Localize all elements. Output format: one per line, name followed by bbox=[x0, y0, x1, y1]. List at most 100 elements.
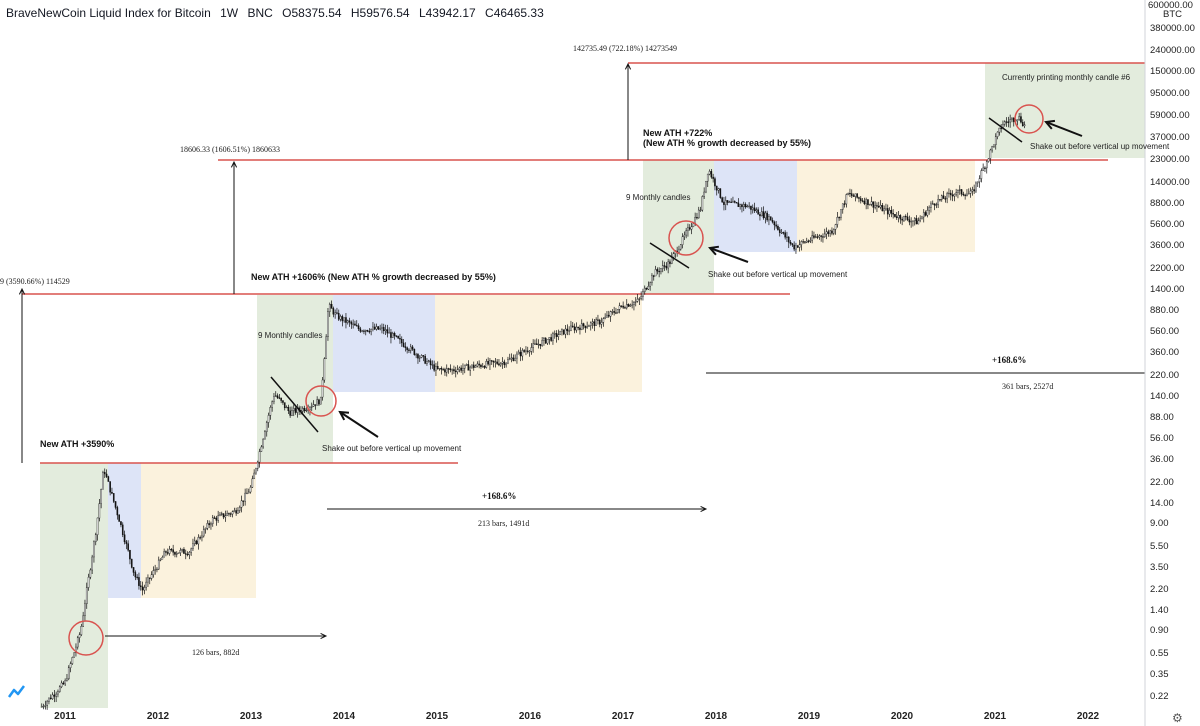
candle-body bbox=[147, 577, 149, 583]
currency-label: BTC bbox=[1163, 9, 1182, 20]
candle-body bbox=[651, 275, 653, 283]
candle-body bbox=[363, 330, 365, 332]
candle-body bbox=[789, 241, 792, 244]
candle-body bbox=[264, 431, 266, 440]
chart-interval[interactable]: 1W bbox=[220, 6, 239, 20]
candle-body bbox=[413, 348, 416, 355]
candle-body bbox=[773, 221, 776, 226]
candle-body bbox=[375, 326, 378, 330]
candle-body bbox=[400, 339, 403, 344]
candle-body bbox=[438, 368, 441, 370]
highlight-zones bbox=[40, 63, 1145, 708]
candle-body bbox=[366, 330, 369, 332]
candle-body bbox=[813, 235, 815, 238]
candle-body bbox=[364, 330, 367, 332]
candle-body bbox=[958, 189, 961, 191]
candle-body bbox=[210, 523, 212, 526]
candle-body bbox=[957, 190, 959, 193]
candle-body bbox=[505, 362, 507, 366]
candle-body bbox=[658, 270, 660, 273]
annotation-marks bbox=[18, 62, 1145, 656]
candle-body bbox=[710, 171, 713, 178]
range2-label: 213 bars, 1491d bbox=[478, 519, 530, 528]
candle-body bbox=[901, 218, 903, 221]
candle-body bbox=[732, 201, 734, 203]
ohlc-low: L43942.17 bbox=[418, 6, 476, 20]
candle-body bbox=[273, 396, 275, 402]
candle-body bbox=[249, 486, 252, 493]
candle-body bbox=[436, 366, 439, 369]
candle-body bbox=[309, 407, 311, 410]
candle-body bbox=[310, 406, 313, 408]
candle-body bbox=[269, 407, 272, 416]
candle-body bbox=[215, 517, 218, 521]
candle-body bbox=[528, 351, 531, 353]
candle-body bbox=[84, 603, 86, 617]
candle-body bbox=[874, 205, 876, 208]
candle-body bbox=[973, 189, 975, 192]
candle-body bbox=[618, 305, 621, 310]
candle-body bbox=[442, 369, 444, 371]
settings-gear-icon[interactable]: ⚙ bbox=[1172, 711, 1183, 725]
candle-body bbox=[168, 548, 171, 554]
y-tick-label: 3600.00 bbox=[1150, 239, 1185, 251]
candle-body bbox=[359, 328, 362, 332]
candle-body bbox=[141, 586, 144, 591]
candle-body bbox=[922, 212, 925, 218]
candle-body bbox=[156, 568, 158, 571]
candle-body bbox=[170, 548, 173, 551]
candle-body bbox=[274, 395, 277, 397]
candle-body bbox=[150, 574, 153, 579]
y-tick-label: 95000.00 bbox=[1150, 87, 1190, 99]
candle-body bbox=[474, 365, 477, 368]
tradingview-logo-icon[interactable] bbox=[7, 683, 27, 699]
candle-body bbox=[301, 407, 304, 412]
candle-body bbox=[877, 206, 880, 208]
candle-body bbox=[678, 248, 680, 253]
candle-body bbox=[330, 304, 333, 309]
candle-body bbox=[643, 287, 646, 292]
candle-body bbox=[183, 548, 185, 554]
x-tick-label: 2016 bbox=[518, 711, 542, 722]
candle-body bbox=[422, 355, 425, 357]
candle-body bbox=[865, 199, 867, 204]
candle-body bbox=[960, 189, 963, 195]
candle-body bbox=[613, 311, 615, 313]
candle-body bbox=[386, 329, 389, 334]
candle-body bbox=[255, 468, 257, 474]
candle-body bbox=[685, 230, 687, 236]
candle-body bbox=[98, 503, 101, 519]
candle-body bbox=[508, 358, 511, 360]
candle-body bbox=[975, 182, 977, 192]
candle-body bbox=[753, 207, 756, 212]
candle-body bbox=[282, 400, 284, 403]
candle-body bbox=[426, 361, 428, 364]
y-tick-label: 8800.00 bbox=[1150, 198, 1185, 210]
candle-body bbox=[807, 240, 810, 242]
candle-body bbox=[312, 404, 315, 407]
candle-body bbox=[390, 332, 392, 338]
y-tick-label: 1400.00 bbox=[1150, 283, 1185, 295]
candle-body bbox=[849, 192, 851, 195]
highlight-zone bbox=[985, 63, 1145, 158]
candle-body bbox=[760, 211, 763, 217]
candle-body bbox=[764, 212, 767, 219]
candle-body bbox=[910, 220, 912, 223]
candle-body bbox=[445, 368, 448, 373]
candle-body bbox=[863, 200, 866, 204]
y-tick-label: 380000.00 bbox=[1150, 23, 1195, 35]
candle-body bbox=[355, 325, 358, 327]
highlight-zone bbox=[108, 463, 141, 598]
candle-body bbox=[138, 577, 140, 586]
candle-body bbox=[487, 361, 489, 365]
candle-body bbox=[744, 204, 747, 208]
candle-body bbox=[654, 269, 657, 277]
candle-body bbox=[768, 216, 770, 221]
candle-body bbox=[103, 472, 106, 475]
x-tick-label: 2022 bbox=[1076, 711, 1100, 722]
candle-body bbox=[345, 317, 347, 323]
candle-body bbox=[393, 333, 396, 336]
measure3-label: 142735.49 (722.18%) 14273549 bbox=[573, 44, 677, 53]
candle-body bbox=[892, 213, 894, 215]
